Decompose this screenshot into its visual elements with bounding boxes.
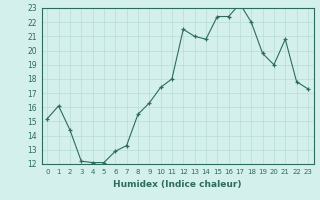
X-axis label: Humidex (Indice chaleur): Humidex (Indice chaleur): [113, 180, 242, 189]
